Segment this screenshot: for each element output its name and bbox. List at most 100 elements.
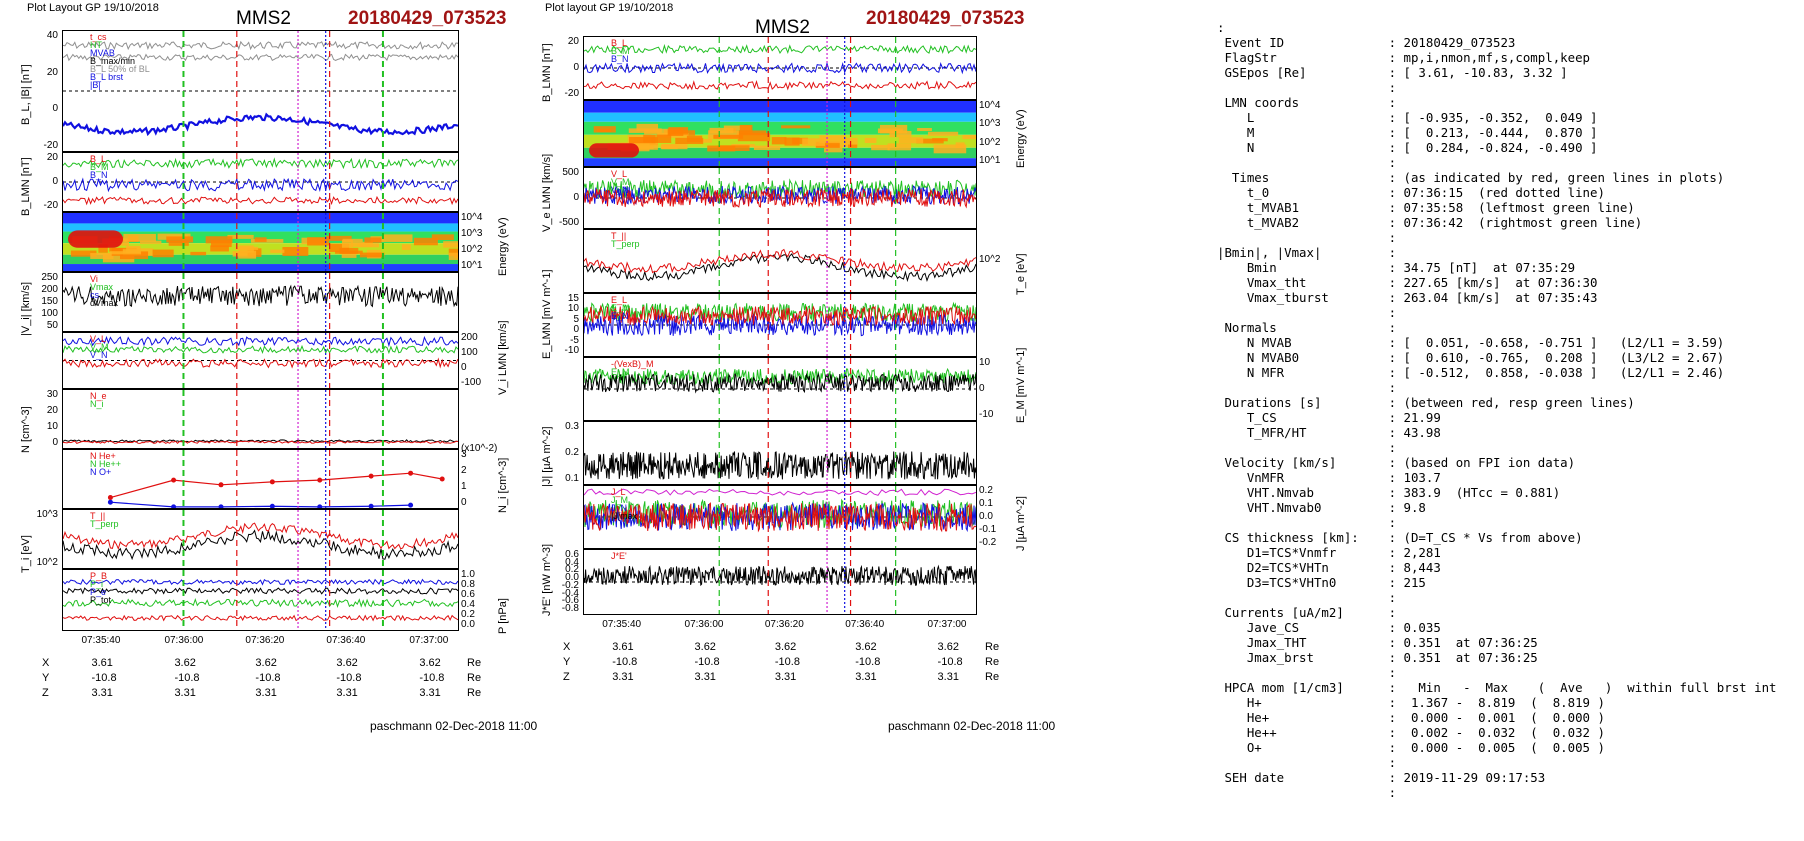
- left-spec-blob: [448, 252, 458, 260]
- right-time-tick: 07:36:40: [845, 619, 885, 630]
- left-panel-0-legend-item: B_L 50% of BL: [90, 64, 150, 74]
- right-panel-4-svg: [584, 294, 976, 356]
- left-panel-4-trace-1: [63, 344, 458, 355]
- left-panel-0-tick: 0: [52, 103, 58, 115]
- left-panel-3-ylabel: |V_i| [km/s]: [20, 281, 32, 336]
- right-panel-5-tick: 0: [979, 383, 985, 394]
- right-spec-blob: [871, 144, 890, 151]
- left-spec-blob: [282, 247, 309, 256]
- right-panel-4-trace-2: [584, 304, 976, 327]
- left-panel-0-tick: -20: [43, 140, 58, 151]
- right-pos-value: 3.31: [937, 671, 959, 683]
- right-panel-3-ylabel: T_e [eV]: [1015, 253, 1027, 295]
- right-pos-unit: Re: [985, 671, 1000, 683]
- right-pos-label-Y: Y: [563, 656, 571, 668]
- right-panel-2-tick: 0: [573, 192, 579, 203]
- right-panel-5-tick: 10: [979, 357, 991, 368]
- left-panel-7-tick: 10^2: [36, 557, 58, 568]
- right-spec-band-5: [584, 158, 976, 166]
- right-panel-8-ylabel: J*E' [nW m^-3]: [541, 543, 553, 616]
- left-panel-3-legend-item: cs: [90, 290, 99, 300]
- left-panel-2-tick: 10^2: [461, 244, 483, 255]
- right-panel-7-tick: -0.1: [979, 524, 997, 535]
- left-panel-6-tick: 3: [461, 449, 467, 460]
- right-panel-7-trace-3: [584, 488, 976, 496]
- right-panel-1-ylabel: Energy (eV): [1015, 108, 1027, 168]
- left-panel-3-legend-item: Vi: [90, 274, 98, 284]
- left-pos-value: 3.62: [419, 657, 441, 669]
- left-spec-blob: [98, 244, 108, 253]
- left-spec-band-0: [63, 213, 458, 224]
- right-spec-blob: [877, 128, 903, 134]
- right-panel-4-tick: 0: [573, 324, 579, 336]
- left-time-tick: 07:36:00: [164, 635, 204, 646]
- info-line: Vmax_tburst : 263.04 [km/s] at 07:35:43: [1217, 290, 1598, 305]
- left-panel-8-tick: 0.4: [461, 599, 475, 610]
- info-line: N MVAB0 : [ 0.610, -0.765, 0.208 ] (L3/L…: [1217, 350, 1725, 365]
- left-spec-blob: [227, 234, 254, 239]
- info-line: O+ : 0.000 - 0.005 ( 0.005 ): [1217, 740, 1605, 755]
- left-panel-5-tick: 20: [46, 405, 58, 416]
- info-line: H+ : 1.367 - 8.819 ( 8.819 ): [1217, 695, 1605, 710]
- right-panel-8-tick: 0.2: [565, 564, 579, 576]
- left-time-tick: 07:36:40: [326, 635, 366, 646]
- info-line: :: [1217, 440, 1397, 455]
- left-spec-blob: [326, 235, 352, 241]
- right-panel-8-tick: -0.4: [561, 587, 579, 599]
- right-panel-0-tick: 0: [573, 62, 579, 73]
- right-pos-label-Z: Z: [563, 671, 570, 683]
- left-panel-0-trace-0: [63, 40, 458, 51]
- info-line: :: [1217, 155, 1397, 170]
- right-panel-0-tick: 20: [567, 36, 579, 47]
- left-panel-3-trace-0: [63, 284, 458, 308]
- left-panel-6-point: [408, 470, 414, 476]
- left-pos-value: -10.8: [174, 672, 200, 684]
- left-layout-label: Plot Layout GP 19/10/2018: [27, 2, 159, 14]
- right-panel-5-svg: [584, 358, 976, 420]
- right-pos-value: -10.8: [612, 656, 638, 668]
- right-panel-2-trace-1: [584, 185, 976, 206]
- left-panel-5: [62, 389, 459, 449]
- info-line: |Bmin|, |Vmax| :: [1217, 245, 1397, 260]
- right-panel-1-svg: [584, 101, 976, 166]
- info-line: Currents [uA/m2] :: [1217, 605, 1397, 620]
- left-panel-6-point: [368, 503, 374, 508]
- right-pos-value: 3.31: [612, 671, 634, 683]
- info-line: :: [1217, 515, 1397, 530]
- right-panel-5-tick: -10: [979, 409, 994, 420]
- left-panel-8-legend-item: P_tot: [90, 595, 112, 605]
- right-spec-blob: [737, 132, 771, 142]
- right-panel-5-ylabel: E_M [mV m^-1]: [1015, 347, 1027, 423]
- left-pos-label-Z: Z: [42, 687, 49, 699]
- left-time-tick: 07:36:20: [245, 635, 285, 646]
- left-panel-2-tick: 10^3: [461, 228, 483, 239]
- right-panel-4-trace-1: [584, 313, 976, 337]
- left-panel-2-svg: [63, 213, 458, 271]
- left-spacecraft-title: MMS2: [236, 8, 291, 29]
- info-line: :: [1217, 80, 1397, 95]
- left-panel-6: [62, 449, 459, 509]
- left-panel-4: [62, 332, 459, 389]
- left-panel-5-ylabel: N [cm^-3]: [20, 406, 32, 453]
- right-panel-6: [583, 421, 977, 485]
- right-panel-8-legend-item: J*E': [611, 551, 627, 561]
- info-line: :: [1217, 665, 1397, 680]
- left-panel-7-trace-0: [63, 529, 458, 561]
- left-panel-7-legend-item: T_perp: [90, 519, 119, 529]
- left-panel-6-point: [439, 476, 445, 482]
- right-spec-blob: [887, 143, 912, 151]
- right-footer: paschmann 02-Dec-2018 11:00: [888, 719, 1056, 733]
- right-panel-5-trace-1: [584, 372, 976, 394]
- left-panel-1-tick: -20: [43, 200, 58, 211]
- left-spec-blob: [254, 237, 267, 242]
- left-panel-1: [62, 152, 459, 212]
- right-pos-unit: Re: [985, 641, 1000, 653]
- right-spec-band-0: [584, 101, 976, 113]
- left-panel-1-legend-item: B_N: [90, 170, 108, 180]
- right-panel-0-legend-item: B_M: [611, 46, 630, 56]
- left-spec-blob: [341, 252, 357, 258]
- right-spec-blob: [667, 128, 684, 136]
- left-panel-3-legend-item: Vmax: [90, 282, 114, 292]
- left-spec-blob: [382, 234, 413, 242]
- info-line: T_CS : 21.99: [1217, 410, 1441, 425]
